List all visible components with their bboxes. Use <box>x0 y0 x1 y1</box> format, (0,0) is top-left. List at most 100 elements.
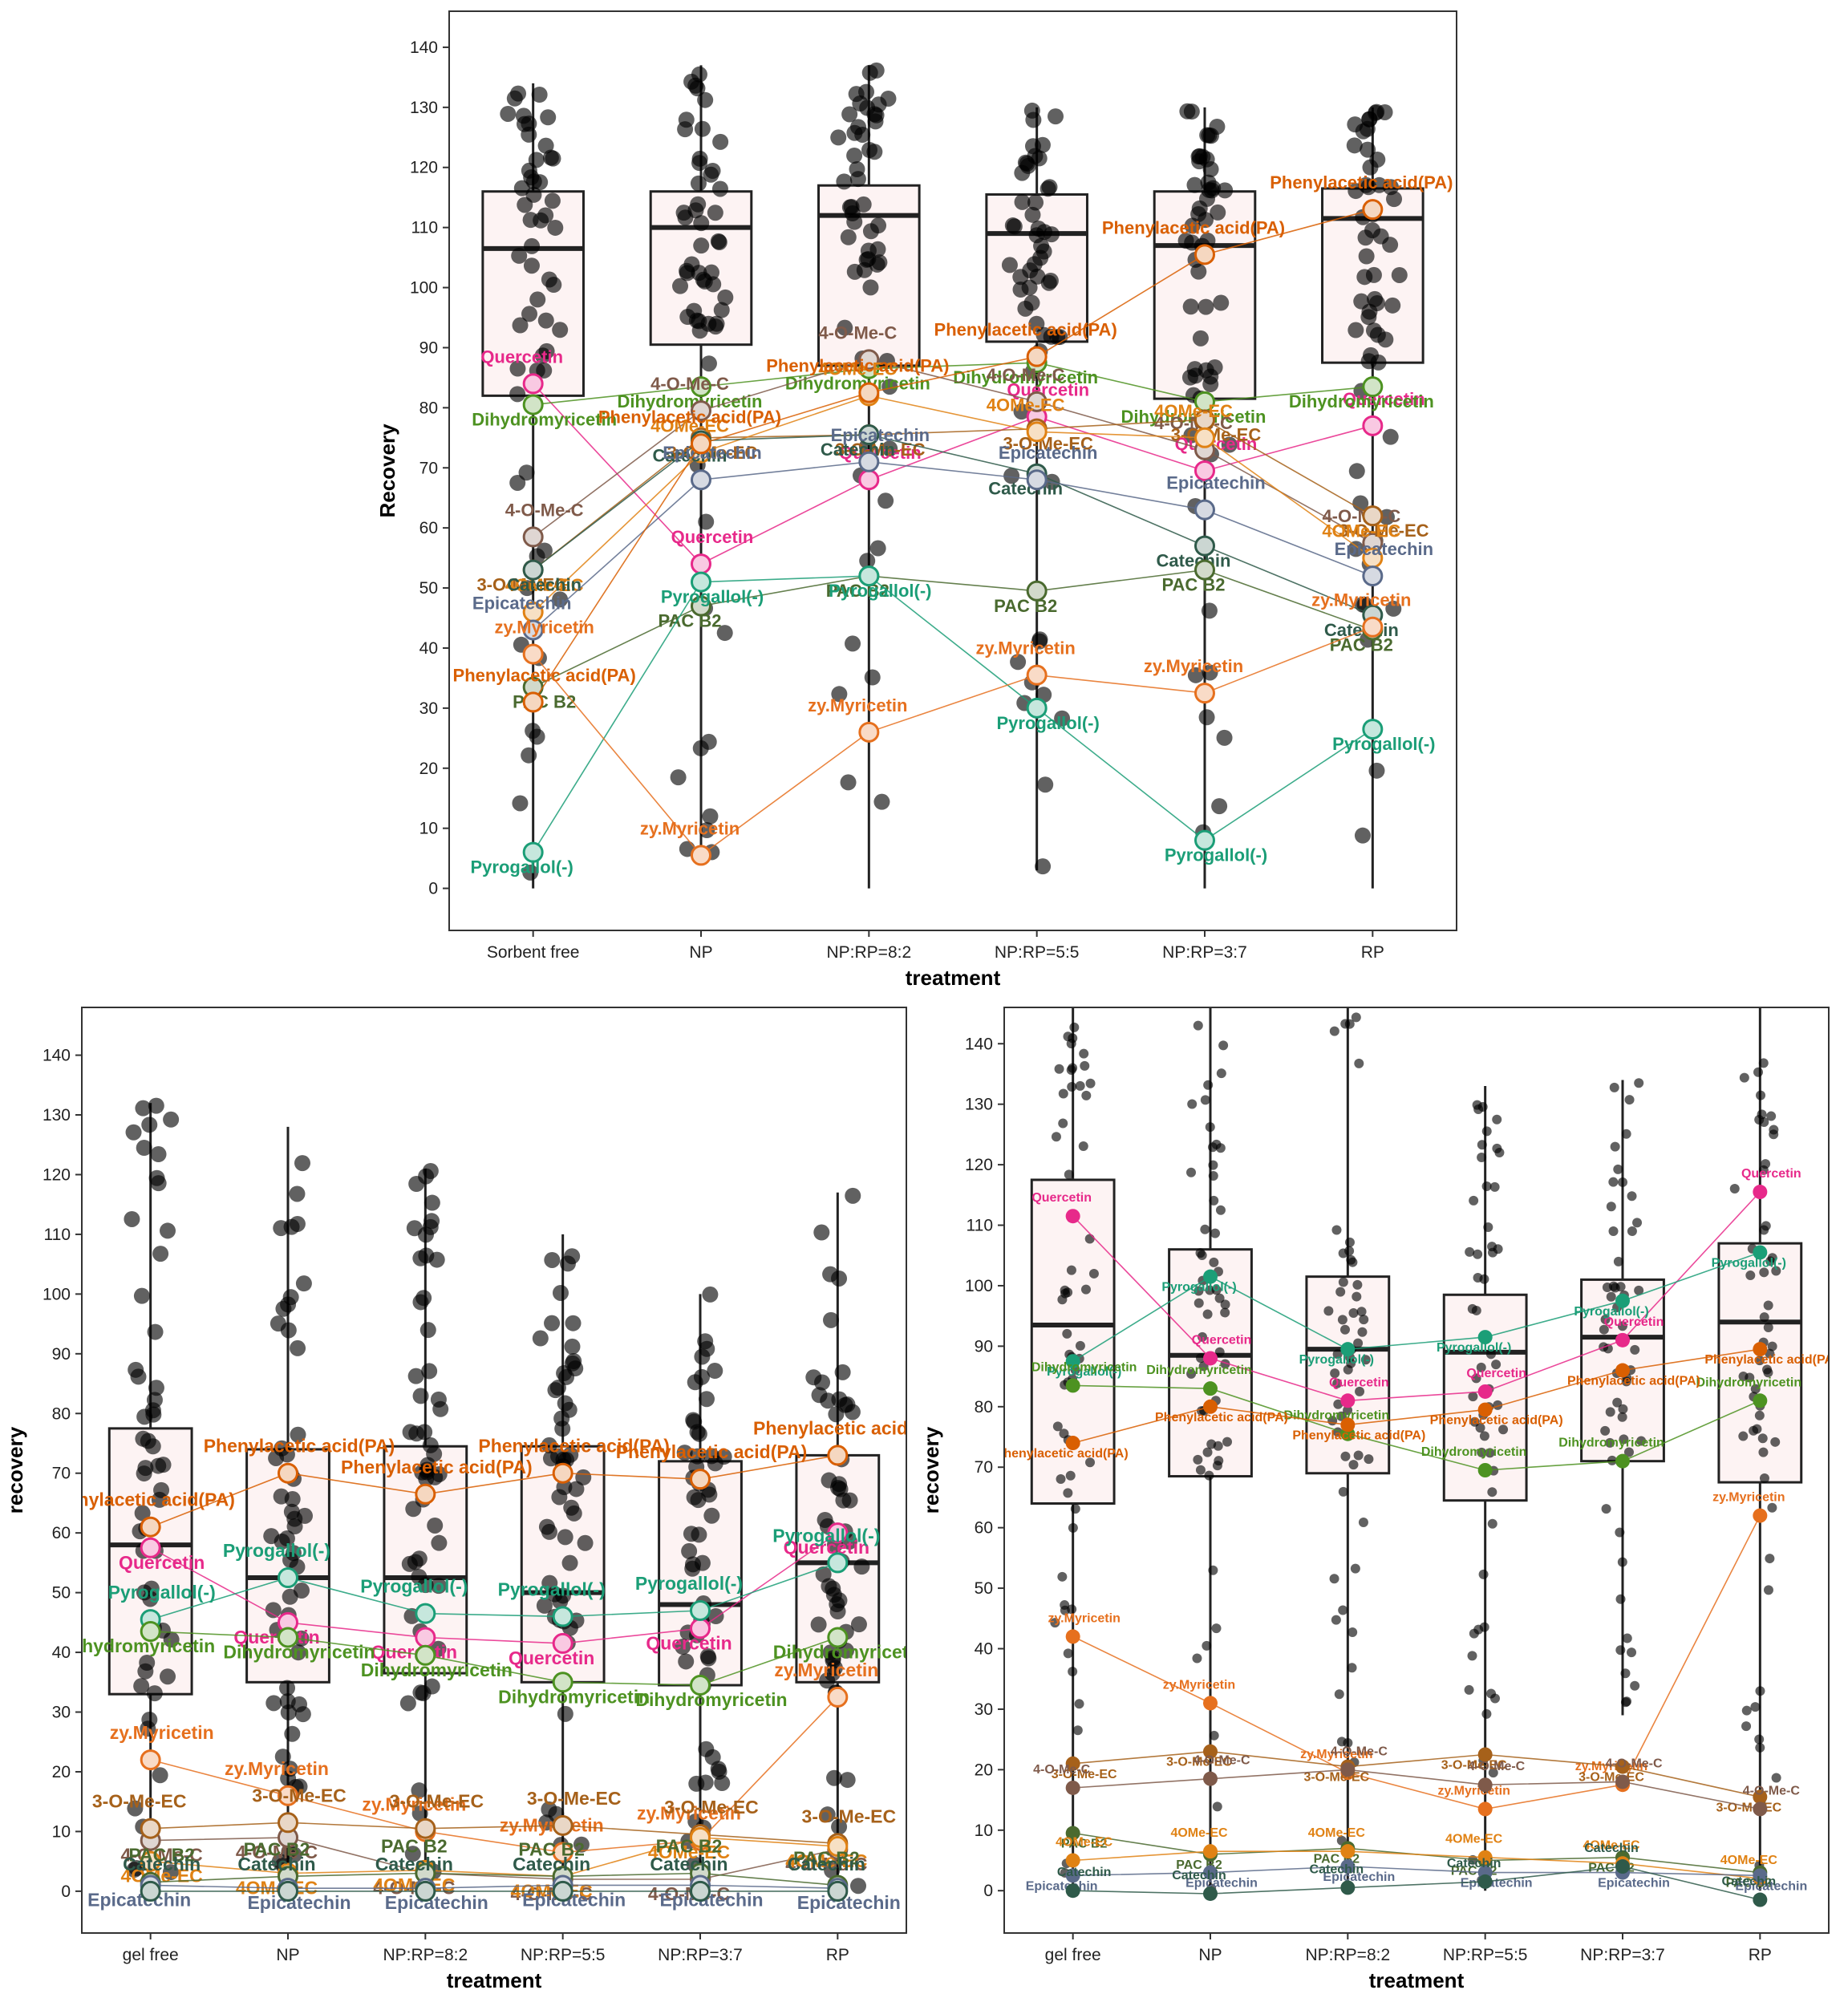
y-tick-label: 50 <box>52 1584 71 1603</box>
raw-point <box>694 1348 711 1365</box>
series-4-o-me-c: 4-O-Me-C 4-O-Me-C 4-O-Me-C 4-O-Me-C 4-O-Me-C… <box>505 322 1400 553</box>
series-label: Pyrogallol(-) <box>1165 845 1267 865</box>
raw-point <box>541 1523 557 1540</box>
raw-point <box>846 124 863 141</box>
series-line <box>533 419 1373 571</box>
raw-point <box>1333 1399 1343 1409</box>
raw-point <box>525 723 541 740</box>
series-point <box>1477 1850 1493 1865</box>
raw-point <box>1199 127 1216 144</box>
series-label: 4OMe-EC <box>785 1850 867 1871</box>
series-point <box>691 1827 710 1847</box>
series-label: 3-O-Me-EC <box>1441 1758 1507 1772</box>
raw-point <box>678 1653 695 1670</box>
raw-point <box>1600 1315 1611 1325</box>
series-point <box>1753 1342 1768 1357</box>
series-point <box>691 401 711 421</box>
raw-point <box>859 553 876 569</box>
raw-point <box>1212 1801 1222 1812</box>
series-point <box>415 1881 436 1901</box>
series-label: 3-O-Me-EC <box>667 443 758 463</box>
raw-point <box>263 1528 280 1545</box>
raw-point <box>1068 1033 1078 1044</box>
series-line <box>150 1631 838 1686</box>
raw-point <box>1196 1353 1206 1364</box>
raw-point <box>1041 179 1058 196</box>
series-label: Dihydromyricetin <box>635 1689 787 1710</box>
series-label: 4OMe-EC <box>1154 401 1233 421</box>
series-label: Pyrogallol(-) <box>1712 1256 1786 1270</box>
raw-point <box>1613 1164 1623 1174</box>
raw-point <box>1615 1645 1626 1656</box>
series-label: 3-O-Me-EC <box>1052 1768 1117 1781</box>
raw-point <box>540 109 557 126</box>
raw-point <box>1348 1627 1358 1638</box>
raw-point <box>1343 1737 1353 1748</box>
raw-points-0 <box>500 85 569 881</box>
series-label: Epicatechin <box>87 1889 191 1910</box>
raw-point <box>1208 1565 1218 1575</box>
raw-point <box>1605 1437 1615 1448</box>
series-label: 3-O-Me-EC <box>1339 521 1429 541</box>
raw-point <box>702 808 719 825</box>
raw-point <box>700 355 717 372</box>
raw-point <box>700 733 717 750</box>
raw-point <box>869 241 886 257</box>
raw-point <box>1023 294 1040 311</box>
raw-point <box>1465 1246 1475 1257</box>
raw-point <box>687 202 704 219</box>
raw-point <box>1001 257 1018 274</box>
raw-point <box>1338 1277 1348 1287</box>
series-point <box>859 722 879 742</box>
raw-point <box>577 1534 594 1551</box>
chart-panel-top: Quercetin Quercetin Quercetin Quercetin Quer… <box>375 10 1457 990</box>
y-axis-title: recovery <box>3 1426 27 1514</box>
series-point <box>1753 1789 1768 1805</box>
raw-point <box>1765 1256 1776 1266</box>
raw-point <box>1755 1742 1765 1753</box>
raw-point <box>1468 1392 1478 1402</box>
series-line <box>533 395 1373 613</box>
series-point <box>1477 1801 1493 1817</box>
raw-point <box>136 1584 152 1601</box>
series-label: Phenylacetic acid(PA) <box>766 356 949 376</box>
series-label: 4OMe-EC <box>1170 1826 1228 1840</box>
raw-point <box>1022 262 1039 279</box>
raw-point <box>683 1526 699 1542</box>
series-label: 3-O-Me-EC <box>1303 1771 1369 1785</box>
series-label: 3-O-Me-EC <box>802 1805 897 1826</box>
raw-point <box>843 198 860 215</box>
raw-point <box>1019 155 1035 172</box>
raw-point <box>127 1800 144 1817</box>
series-label: Catechin <box>1324 620 1399 640</box>
raw-point <box>155 1457 172 1473</box>
series-label: Epicatechin <box>999 443 1097 463</box>
raw-point <box>1464 1684 1474 1695</box>
series-label: 4-O-Me-C <box>1743 1784 1801 1797</box>
y-tick-label: 110 <box>44 1226 71 1244</box>
series-point <box>1203 1865 1218 1880</box>
raw-point <box>1621 1129 1631 1139</box>
series-label: Phenylacetic acid(PA) <box>934 320 1117 340</box>
raw-point <box>693 1368 710 1385</box>
raw-point <box>510 85 527 102</box>
series-point <box>1027 470 1047 490</box>
raw-point <box>286 1518 303 1535</box>
raw-point <box>1610 1283 1620 1293</box>
series-label: Catechin <box>1722 1875 1777 1889</box>
series-point <box>140 1750 160 1770</box>
raw-point <box>1481 1708 1492 1719</box>
raw-point <box>406 1220 423 1237</box>
series-point <box>140 1517 160 1537</box>
series-epicatechin: Epicatechin Epicatechin Epicatechin Epicate… <box>1026 1859 1807 1893</box>
series-label: Pyrogallol(-) <box>1047 1365 1121 1379</box>
series-line <box>1072 1750 1761 1798</box>
raw-point <box>1487 1487 1497 1497</box>
series-3-o-me-ec: 3-O-Me-EC 3-O-Me-EC 3-O-Me-EC 3-O-Me-EC 3-O-… <box>476 409 1429 595</box>
series-point <box>523 374 543 394</box>
series-label: zy.Myricetin <box>1163 1678 1235 1692</box>
raw-point <box>1186 1167 1197 1177</box>
raw-point <box>509 360 526 377</box>
raw-point <box>1478 1569 1489 1579</box>
series-label: Catechin <box>513 1854 590 1874</box>
